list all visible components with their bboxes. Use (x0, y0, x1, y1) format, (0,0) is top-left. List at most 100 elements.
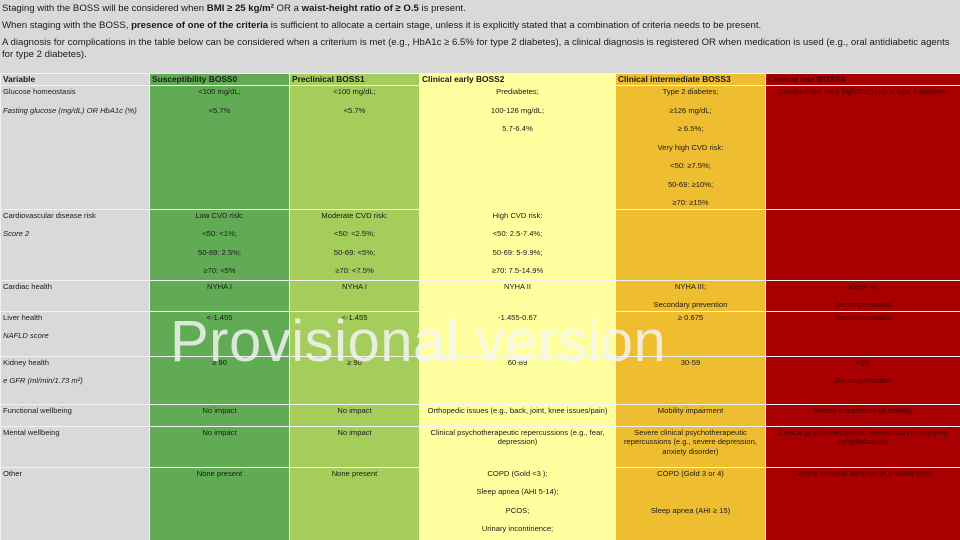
stage-cell-boss3: 30-59 (615, 355, 766, 405)
criterion-text: ≥70: 7.5-14.9% (491, 266, 544, 275)
table-row: Kidney health e GFR (ml/min/1.73 m²) ≥ 90 ≥… (0, 355, 960, 405)
criterion-text: Clinical psychotherapeutic repercussions… (778, 427, 948, 447)
variable-measure: Score 2 (3, 229, 30, 238)
criterion-text: 100-126 mg/dL; (490, 105, 545, 115)
table-row: Cardiac health NYHA I NYHA I NYHA II NYHA II… (0, 279, 960, 312)
criterion-text: Clinical psychotherapeutic repercussions… (430, 427, 605, 447)
stage-cell-boss4: Decompensation (765, 310, 960, 357)
table-row: Liver health NAFLD score <-1.455 <-1.455 -1.… (0, 310, 960, 357)
stage-cell-boss4: Severe cerebral damage (e.g vision loss) (765, 466, 960, 540)
criterion-text: <5.7% (208, 105, 231, 115)
stage-cell-boss0: ≥ 90 (149, 355, 290, 405)
criterion-text: Low CVD risk: (195, 210, 244, 220)
stage-cell-boss3: NYHA III; Secondary prevention (615, 279, 766, 312)
stage-cell-boss2: Prediabetes; 100-126 mg/dL; 5.7-6.4% (419, 85, 616, 210)
header-boss1: Preclinical BOSS1 (289, 73, 420, 86)
header-boss2: Clinical early BOSS2 (419, 73, 616, 86)
header-variable: Variable (0, 73, 150, 86)
criterion-text: Urinary incontinence; (481, 524, 554, 533)
stage-cell-boss4: Severe impairment of mobility (765, 403, 960, 427)
criterion-text: Very high CVD risk: (657, 142, 724, 152)
criterion-text: ≥ 90 (212, 357, 227, 367)
header-boss3: Clinical intermediate BOSS3 (615, 73, 766, 86)
stage-cell-boss4 (765, 208, 960, 281)
criterion-text: Sleep apnea (AHI ≥ 15) (650, 505, 731, 515)
header-boss4: Clinical late BOSS4 (765, 73, 960, 86)
variable-name: Functional wellbeing (3, 405, 72, 415)
variable-name: Mental wellbeing (3, 427, 60, 437)
criterion-text: -1.455-0.67 (498, 312, 537, 322)
criterion-text: ≥70: ≥15% (672, 198, 709, 207)
criterion-text: None present (331, 468, 378, 478)
criterion-text: High CVD risk: (492, 210, 543, 220)
criterion-text: <100 mg/dL; (198, 87, 241, 96)
criterion-text: Decompensation (834, 376, 892, 385)
criterion-text: 50-69: 5-9.9%; (492, 247, 543, 257)
criterion-text (618, 487, 763, 497)
stage-cell-boss0: NYHA I (149, 279, 290, 312)
stage-cell-boss0: <100 mg/dL; <5.7% (149, 85, 290, 210)
variable-cell: Cardiac health (0, 279, 150, 312)
stage-cell-boss3: ≥ 0.675 (615, 310, 766, 357)
variable-name: Liver health (3, 312, 43, 322)
variable-cell: Liver health NAFLD score (0, 310, 150, 357)
intro-line-diagnosis: A diagnosis for complications in the tab… (2, 37, 950, 60)
variable-measure: NAFLD score (3, 331, 49, 340)
stage-cell-boss2: -1.455-0.67 (419, 310, 616, 357)
intro-line-criteria: When staging with the BOSS, presence of … (2, 20, 762, 31)
criterion-text: COPD (Gold 3 or 4) (657, 468, 724, 478)
criterion-text: Combination: very high CVD risk + type 2… (778, 87, 948, 96)
criterion-text: COPD (Gold <3 ); (487, 468, 548, 478)
criterion-text: Moderate CVD risk: (321, 210, 388, 220)
intro-line-bmi: Staging with the BOSS will be considered… (2, 3, 466, 14)
stage-cell-boss2: High CVD risk: <50: 2.5-7.4%; 50-69: 5-9.9… (419, 208, 616, 281)
variable-name: Glucose homeostasis (3, 87, 76, 96)
variable-cell: Cardiovascular disease risk Score 2 (0, 208, 150, 281)
boss-staging-table: Variable Susceptibility BOSS0 Preclinica… (0, 73, 960, 540)
criterion-text: No impact (337, 405, 372, 415)
stage-cell-boss1: None present (289, 466, 420, 540)
criterion-text: No impact (202, 427, 237, 437)
criterion-text: ≥70: <5% (203, 266, 236, 275)
variable-measure: Fasting glucose (mg/dL) OR HbA1c (%) (3, 105, 137, 115)
criterion-text: NYHA I (342, 281, 367, 291)
variable-cell: Functional wellbeing (0, 403, 150, 427)
stage-cell-boss0: <-1.455 (149, 310, 290, 357)
criterion-text: 50-69: 2.5%; (197, 247, 242, 257)
table-row: Other None present None present COPD (Gold … (0, 466, 960, 540)
stage-cell-boss1: NYHA I (289, 279, 420, 312)
criterion-text: 5.7-6.4% (502, 124, 533, 133)
variable-cell: Kidney health e GFR (ml/min/1.73 m²) (0, 355, 150, 405)
criterion-text: Severe clinical psychotherapeutic reperc… (624, 427, 757, 456)
criterion-text: Mobility impairment (657, 405, 724, 415)
stage-cell-boss1: ≥ 90 (289, 355, 420, 405)
criterion-text: <50: ≥7.5%; (670, 161, 711, 170)
criterion-text: ≥ 0.675 (677, 312, 704, 322)
stage-cell-boss4: Combination: very high CVD risk + type 2… (765, 85, 960, 210)
stage-cell-boss3: COPD (Gold 3 or 4) Sleep apnea (AHI ≥ 15… (615, 466, 766, 540)
stage-cell-boss0: None present (149, 466, 290, 540)
stage-cell-boss3 (615, 208, 766, 281)
variable-measure: e GFR (ml/min/1.73 m²) (3, 376, 83, 385)
stage-cell-boss3: Mobility impairment (615, 403, 766, 427)
criterion-text: 30-59 (680, 357, 701, 367)
stage-cell-boss0: No impact (149, 425, 290, 468)
criterion-text: Severe impairment of mobility (812, 405, 914, 415)
stage-cell-boss1: No impact (289, 403, 420, 427)
stage-cell-boss1: Moderate CVD risk: <50: <2.5%; 50-69: <5%;… (289, 208, 420, 281)
stage-cell-boss0: No impact (149, 403, 290, 427)
variable-cell: Mental wellbeing (0, 425, 150, 468)
stage-cell-boss2: Orthopedic issues (e.g., back, joint, kn… (419, 403, 616, 427)
stage-cell-boss1: No impact (289, 425, 420, 468)
criterion-text: ≥ 6.5%; (677, 124, 704, 133)
stage-cell-boss2: NYHA II (419, 279, 616, 312)
table-row: Cardiovascular disease risk Score 2 Low CV… (0, 208, 960, 281)
stage-cell-boss2: Clinical psychotherapeutic repercussions… (419, 425, 616, 468)
criterion-text: <50: <1%; (202, 229, 237, 238)
stage-cell-boss1: <-1.455 (289, 310, 420, 357)
variable-name: Other (3, 468, 22, 478)
criterion-text: 50-69: <5%; (333, 247, 376, 257)
criterion-text: <-1.455 (341, 312, 368, 322)
stage-cell-boss3: Severe clinical psychotherapeutic reperc… (615, 425, 766, 468)
criterion-text (618, 524, 763, 534)
